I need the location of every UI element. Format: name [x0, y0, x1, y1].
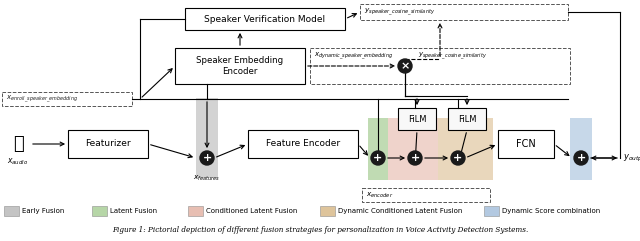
- Bar: [448, 108, 486, 130]
- Circle shape: [408, 151, 422, 165]
- Circle shape: [574, 151, 588, 165]
- Text: FiLM: FiLM: [408, 114, 426, 123]
- Text: FCN: FCN: [516, 139, 536, 149]
- Circle shape: [398, 59, 412, 73]
- Text: $x_{encoder}$: $x_{encoder}$: [366, 190, 394, 200]
- Text: $y_{output}$: $y_{output}$: [623, 153, 640, 164]
- Bar: [188, 206, 203, 216]
- Bar: [398, 108, 436, 130]
- Text: Dynamic Score combination: Dynamic Score combination: [502, 208, 600, 214]
- Bar: [368, 118, 388, 180]
- Text: $x_{features}$: $x_{features}$: [193, 174, 221, 183]
- Bar: [498, 130, 554, 158]
- Bar: [362, 188, 490, 202]
- Bar: [196, 98, 218, 178]
- Bar: [388, 118, 438, 180]
- Text: ⎙: ⎙: [13, 135, 24, 153]
- Text: $x_{enroll\_speaker\_embedding}$: $x_{enroll\_speaker\_embedding}$: [6, 94, 78, 105]
- Text: +: +: [373, 153, 383, 163]
- Circle shape: [371, 151, 385, 165]
- Bar: [175, 48, 305, 84]
- Text: Latent Fusion: Latent Fusion: [110, 208, 157, 214]
- Text: $y_{speaker\_cosine\_similarity}$: $y_{speaker\_cosine\_similarity}$: [364, 7, 435, 18]
- Bar: [4, 206, 19, 216]
- Bar: [2, 92, 132, 106]
- Bar: [438, 118, 493, 180]
- Text: +: +: [577, 153, 586, 163]
- Circle shape: [451, 151, 465, 165]
- Text: Featurizer: Featurizer: [85, 140, 131, 148]
- Text: Figure 1: Pictorial depiction of different fusion strategies for personalization: Figure 1: Pictorial depiction of differe…: [112, 226, 528, 234]
- Circle shape: [200, 151, 214, 165]
- Text: Speaker Verification Model: Speaker Verification Model: [204, 14, 326, 24]
- Bar: [92, 206, 107, 216]
- Bar: [310, 48, 570, 84]
- Text: ×: ×: [400, 61, 410, 72]
- Text: Dynamic Conditioned Latent Fusion: Dynamic Conditioned Latent Fusion: [338, 208, 462, 214]
- Text: Feature Encoder: Feature Encoder: [266, 140, 340, 148]
- Text: Early Fusion: Early Fusion: [22, 208, 65, 214]
- Text: Speaker Embedding
Encoder: Speaker Embedding Encoder: [196, 56, 284, 76]
- Bar: [570, 118, 592, 180]
- Bar: [248, 130, 358, 158]
- Text: +: +: [202, 153, 212, 163]
- Bar: [68, 130, 148, 158]
- Text: Conditioned Latent Fusion: Conditioned Latent Fusion: [206, 208, 298, 214]
- Bar: [484, 206, 499, 216]
- Text: +: +: [410, 153, 420, 163]
- Text: $x_{dynamic\_speaker\_embedding}$: $x_{dynamic\_speaker\_embedding}$: [314, 50, 393, 62]
- Bar: [360, 4, 568, 20]
- Text: $x_{audio}$: $x_{audio}$: [7, 157, 29, 167]
- Text: +: +: [453, 153, 463, 163]
- Text: $y_{speaker\_cosine\_similarity}$: $y_{speaker\_cosine\_similarity}$: [418, 50, 487, 62]
- Bar: [185, 8, 345, 30]
- Text: FiLM: FiLM: [458, 114, 476, 123]
- Bar: [320, 206, 335, 216]
